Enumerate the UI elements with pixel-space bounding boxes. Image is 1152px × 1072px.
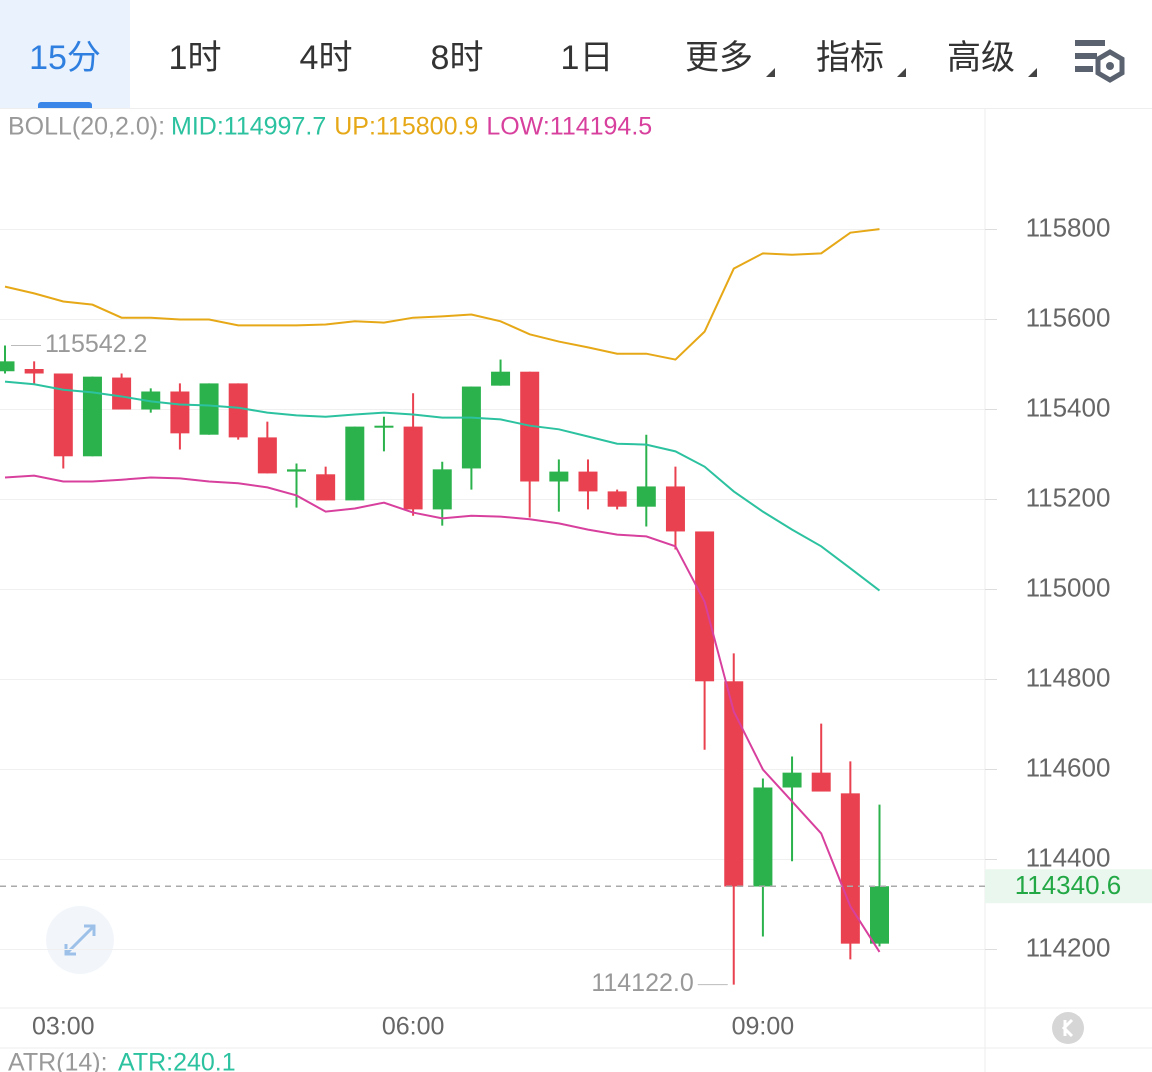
candle-body — [287, 469, 306, 472]
candle-body — [316, 474, 336, 501]
candle-body — [0, 361, 15, 372]
candle-body — [112, 377, 132, 410]
y-tick-label: 115000 — [1026, 572, 1111, 602]
scroll-back-button[interactable] — [1052, 1012, 1084, 1044]
expand-button[interactable] — [46, 906, 114, 974]
dropdown-indicator — [1028, 68, 1037, 77]
candle-body — [432, 469, 452, 510]
dropdown-indicator — [766, 68, 775, 77]
y-tick-label: 114400 — [1026, 842, 1111, 872]
candle-body — [345, 426, 365, 501]
tab-bar: 15分 1时 4时 8时 1日 更多 指标 高级 — [0, 0, 1152, 109]
candle-body — [461, 386, 481, 469]
x-tick-label: 03:00 — [32, 1013, 95, 1041]
candle-body — [403, 426, 423, 510]
tab[interactable]: 更多 — [685, 39, 753, 77]
footer-value: ATR:240.1 — [118, 1049, 236, 1072]
candle-body — [636, 486, 656, 507]
tab[interactable]: 4时 — [299, 39, 353, 77]
y-tick-label: 115800 — [1026, 212, 1111, 242]
candle-body — [170, 391, 190, 434]
candle-body — [24, 369, 44, 374]
tool-icon[interactable] — [1075, 40, 1125, 83]
candle-body — [257, 437, 277, 474]
candle-body — [578, 471, 598, 492]
tab[interactable]: 高级 — [947, 39, 1015, 77]
candle-body — [82, 376, 102, 457]
tab[interactable]: 1时 — [168, 39, 222, 77]
last-price-label: 114340.6 — [1015, 870, 1122, 900]
tab[interactable]: 8时 — [430, 39, 484, 77]
candle-body — [374, 425, 394, 428]
y-tick-label: 115600 — [1026, 302, 1111, 332]
candle-body — [753, 787, 773, 887]
candle-body — [870, 886, 889, 944]
candle-body — [199, 383, 219, 435]
footer-label: ATR(14): — [8, 1049, 108, 1072]
candle-body — [549, 471, 569, 482]
y-tick-label: 115400 — [1026, 392, 1111, 422]
bollinger-line — [4, 380, 881, 592]
candle-body — [491, 371, 511, 386]
y-tick-label: 114600 — [1026, 752, 1111, 782]
dropdown-indicator — [897, 68, 906, 77]
low-label: 114122.0 — [591, 969, 693, 997]
candle-body — [228, 383, 248, 438]
candle-body — [53, 373, 73, 457]
y-tick-label: 115200 — [1026, 482, 1111, 512]
high-label: 115542.2 — [45, 330, 147, 358]
y-tick-label: 114200 — [1026, 932, 1111, 962]
candle-body — [607, 491, 627, 507]
legend-entry: MID:114997.7 — [171, 113, 326, 141]
y-tick-label: 114800 — [1026, 662, 1111, 692]
legend-entry: UP:115800.9 — [334, 113, 478, 141]
legend-entry: LOW:114194.5 — [486, 113, 652, 141]
tab[interactable]: 指标 — [816, 39, 884, 77]
x-tick-label: 06:00 — [382, 1013, 445, 1041]
bollinger-line — [4, 474, 881, 953]
candle-body — [695, 531, 715, 682]
candle-body — [811, 772, 831, 792]
x-tick-label: 09:00 — [732, 1013, 795, 1041]
candle-body — [782, 772, 802, 788]
indicator-label: BOLL(20,2.0): — [8, 113, 165, 141]
last-price-box — [985, 869, 1152, 904]
tab[interactable]: 15分 — [0, 0, 130, 108]
candle-body — [724, 681, 744, 887]
tab[interactable]: 1日 — [560, 39, 614, 77]
candle-body — [840, 793, 860, 944]
candle-body — [665, 486, 685, 532]
bollinger-line — [4, 228, 880, 361]
